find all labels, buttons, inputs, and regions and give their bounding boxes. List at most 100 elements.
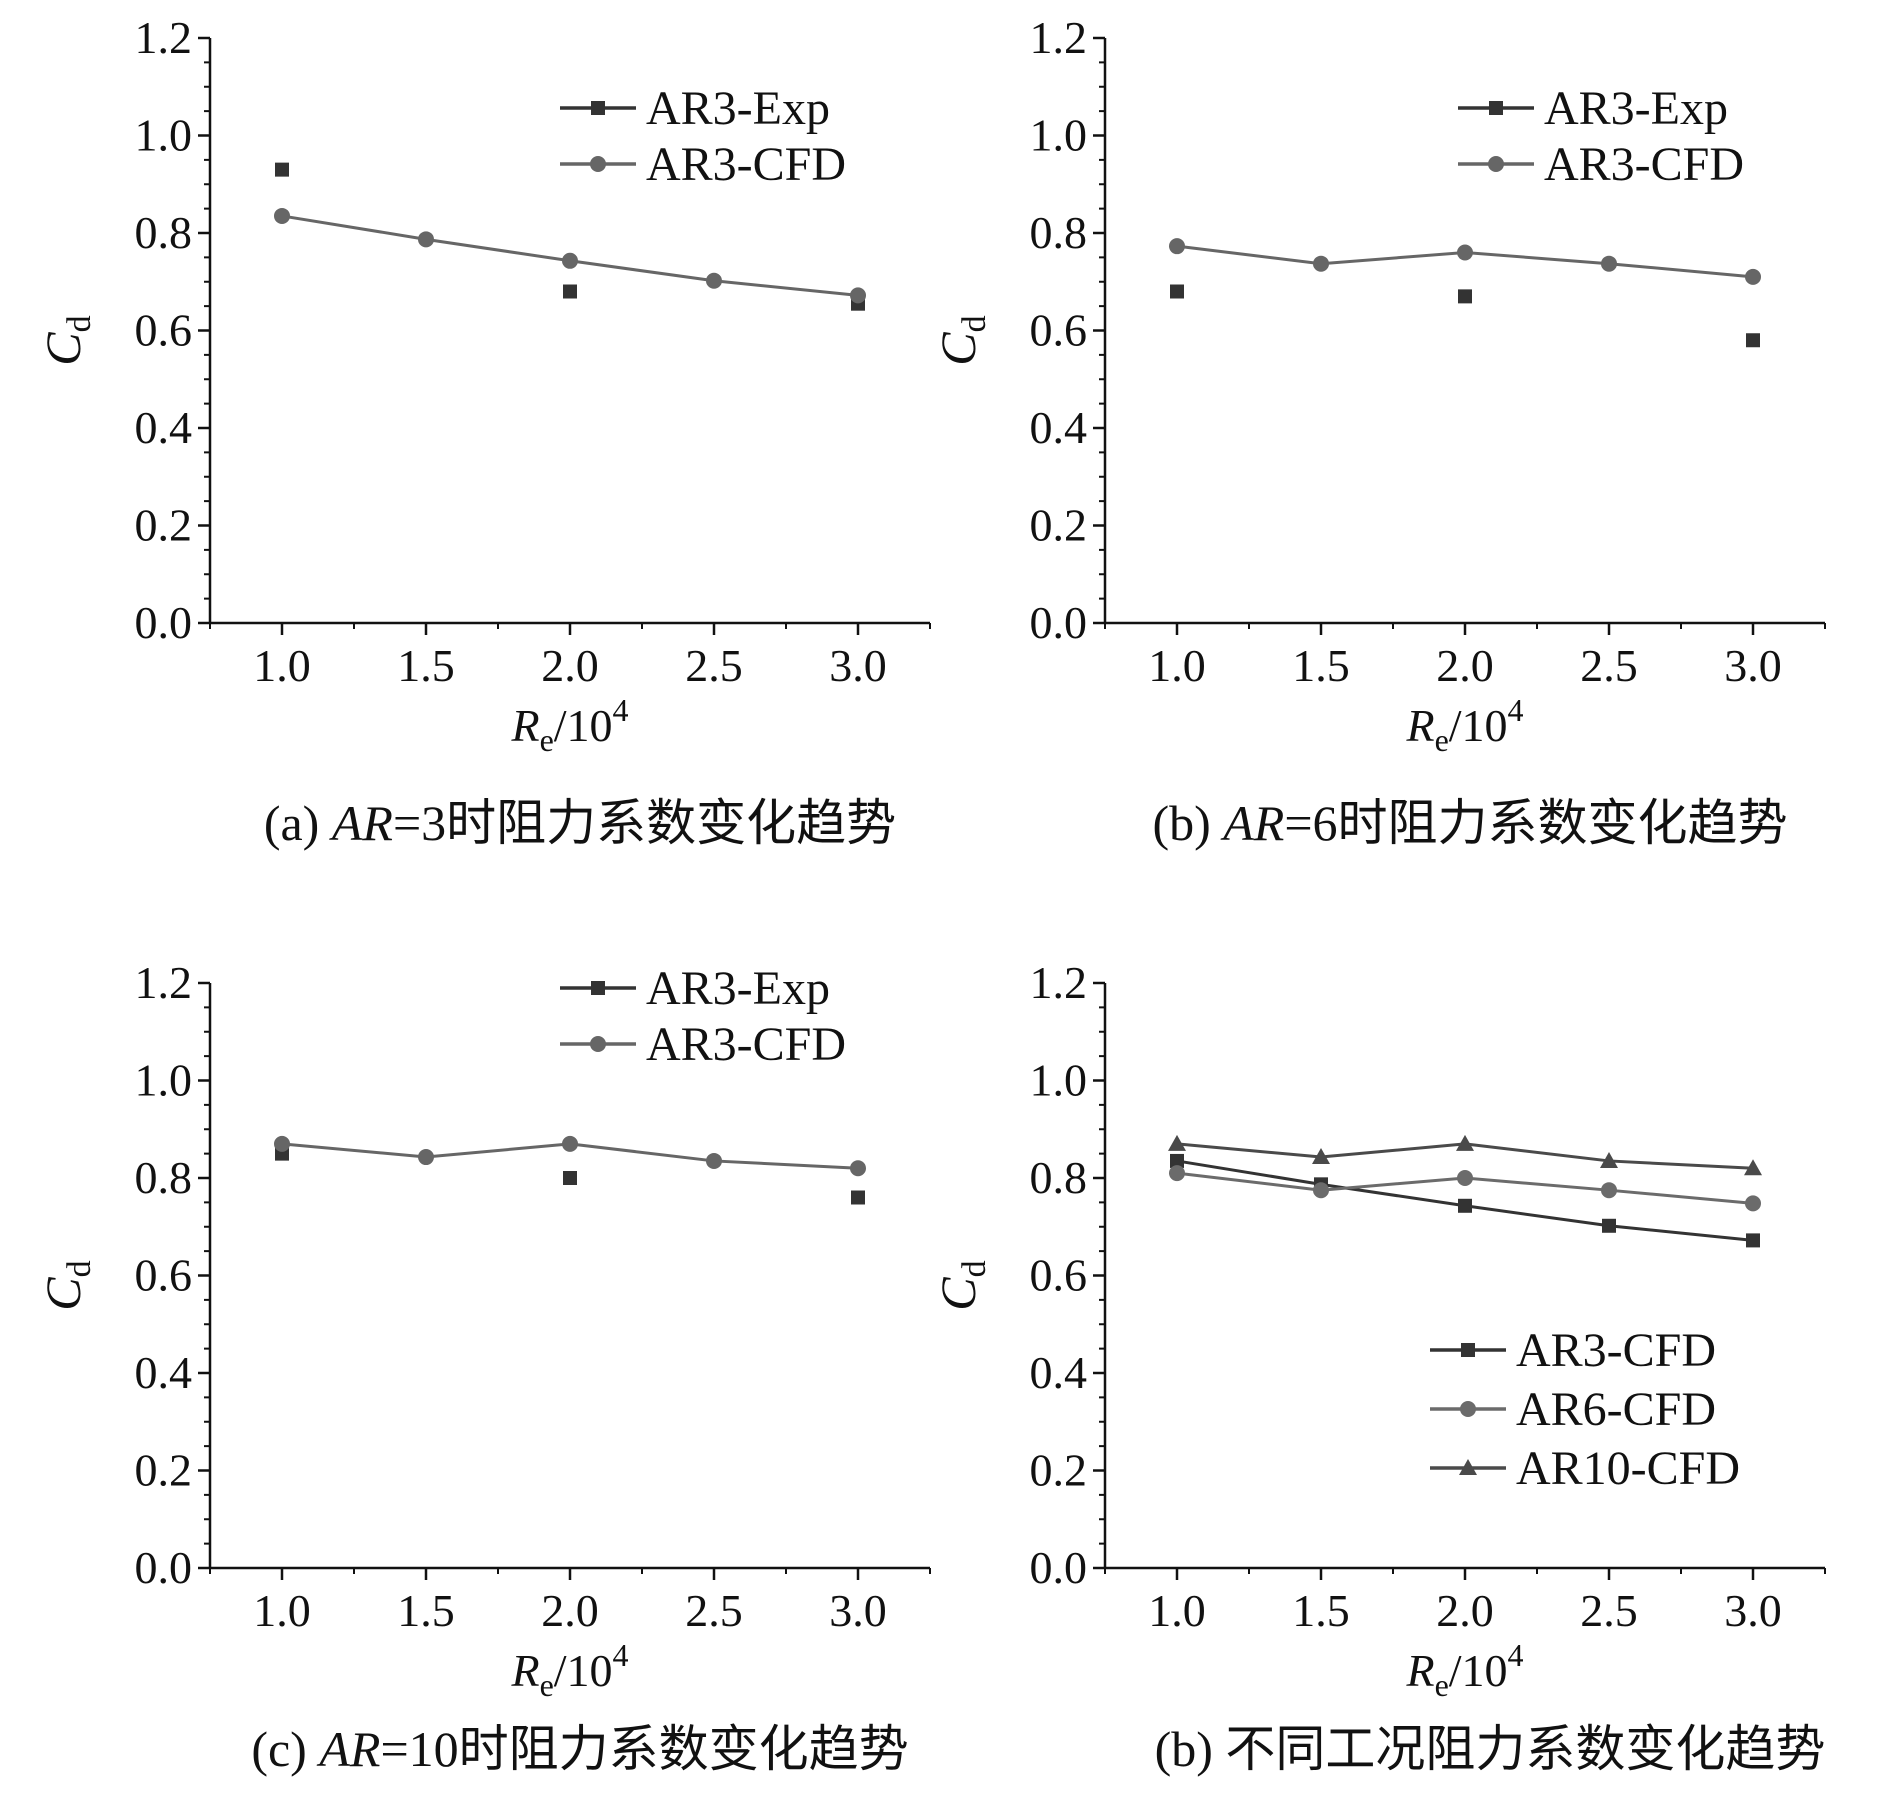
x-tick-label: 1.0 — [253, 640, 311, 691]
caption-text: =3时阻力系数变化趋势 — [393, 795, 896, 851]
y-tick-label: 0.2 — [1030, 1445, 1088, 1496]
y-tick-label: 0.2 — [135, 500, 193, 551]
y-tick-label: 1.0 — [135, 1055, 193, 1106]
legend-marker — [591, 981, 605, 995]
legend-label: AR3-CFD — [646, 1018, 846, 1071]
x-axis-label-main: R — [510, 1645, 539, 1696]
x-axis-label-rest: /10 — [554, 700, 613, 751]
y-axis-label: Cd — [930, 1260, 993, 1310]
y-axis-label-main: C — [35, 332, 91, 366]
y-tick-label: 1.0 — [1030, 110, 1088, 161]
data-point — [563, 1171, 577, 1185]
caption-text: =10时阻力系数变化趋势 — [380, 1721, 908, 1777]
y-tick-label: 0.6 — [1030, 305, 1088, 356]
data-point — [1600, 1151, 1618, 1168]
x-axis-label-rest: /10 — [1449, 700, 1508, 751]
y-tick-label: 1.0 — [1030, 1055, 1088, 1106]
data-point — [1457, 244, 1473, 261]
x-axis-label-sub: e — [540, 722, 554, 758]
caption-prefix: (b) — [1155, 1721, 1226, 1777]
legend-marker — [590, 1036, 606, 1052]
x-tick-label: 1.0 — [1148, 640, 1206, 691]
data-point — [1170, 284, 1184, 299]
x-axis-label: Re/104 — [510, 692, 628, 758]
data-point — [275, 162, 289, 177]
x-axis-label-rest: /10 — [554, 1645, 613, 1696]
data-point — [1312, 1148, 1330, 1165]
y-axis-label-main: C — [930, 1277, 986, 1311]
data-point — [1744, 1159, 1762, 1176]
x-tick-label: 3.0 — [1724, 1585, 1782, 1636]
legend-marker — [1459, 1459, 1477, 1475]
legend-marker — [590, 156, 606, 172]
y-axis-label-sub: d — [956, 1260, 993, 1277]
data-point — [1745, 268, 1761, 285]
data-point — [1456, 1134, 1474, 1151]
data-point — [1601, 255, 1617, 272]
y-tick-label: 0.4 — [1030, 402, 1088, 453]
y-axis-label-sub: d — [956, 315, 993, 332]
x-axis-label-rest: /10 — [1449, 1645, 1508, 1696]
y-axis-label: Cd — [35, 315, 98, 365]
y-axis-label-sub: d — [61, 315, 98, 332]
x-axis-label-sub: e — [540, 1667, 554, 1703]
chart-panel-b: 0.0 0.2 0.4 0.6 0.8 1.0 1.2 1.0 1.5 2.0 2.5 3.0 Re/1… — [930, 12, 1826, 851]
legend-marker — [591, 101, 605, 115]
data-point — [1170, 1153, 1184, 1168]
y-tick-label: 0.2 — [1030, 500, 1088, 551]
legend-label: AR6-CFD — [1516, 1383, 1716, 1436]
x-tick-label: 1.5 — [1292, 1585, 1350, 1636]
caption-variable: AR — [1220, 795, 1284, 851]
y-tick-label: 0.6 — [1030, 1250, 1088, 1301]
data-point — [850, 1160, 866, 1177]
legend-marker — [1461, 1343, 1475, 1357]
legend-label: AR10-CFD — [1516, 1442, 1740, 1495]
legend: AR3-CFD AR6-CFD AR10-CFD — [1430, 1324, 1740, 1495]
x-tick-label: 1.5 — [397, 1585, 455, 1636]
x-tick-label: 2.0 — [1436, 640, 1494, 691]
data-point — [1458, 1198, 1472, 1213]
y-tick-label: 1.2 — [135, 957, 193, 1008]
y-tick-label: 0.0 — [135, 597, 193, 648]
legend-marker — [1488, 156, 1504, 172]
data-point — [274, 1135, 290, 1152]
data-point — [1457, 1170, 1473, 1186]
x-tick-label: 2.0 — [541, 640, 599, 691]
x-tick-label: 1.0 — [1148, 1585, 1206, 1636]
data-point — [418, 1149, 434, 1166]
y-axis-label-sub: d — [61, 1260, 98, 1277]
y-tick-label: 0.0 — [135, 1542, 193, 1593]
x-tick-label: 1.5 — [397, 640, 455, 691]
y-tick-label: 0.2 — [135, 1445, 193, 1496]
caption-prefix: (a) — [264, 795, 332, 851]
legend-label: AR3-CFD — [646, 138, 846, 191]
x-tick-label: 2.0 — [1436, 1585, 1494, 1636]
x-tick-label: 2.5 — [685, 640, 743, 691]
y-tick-label: 1.2 — [135, 12, 193, 63]
chart-panel-d: 0.0 0.2 0.4 0.6 0.8 1.0 1.2 1.0 1.5 2.0 2.5 3.0 Re/1… — [930, 957, 1826, 1777]
data-point — [1746, 1233, 1760, 1248]
y-tick-label: 1.2 — [1030, 957, 1088, 1008]
y-axis-label: Cd — [930, 315, 993, 365]
data-point — [1313, 255, 1329, 272]
caption-prefix: (b) — [1152, 795, 1223, 851]
data-point — [1168, 1134, 1186, 1151]
x-axis-label-sup: 4 — [1508, 692, 1524, 728]
data-point — [1169, 238, 1185, 255]
legend-label: AR3-CFD — [1516, 1324, 1716, 1377]
x-axis-label-main: R — [1405, 700, 1434, 751]
x-axis-label: Re/104 — [1405, 1637, 1523, 1703]
y-tick-label: 0.4 — [1030, 1347, 1088, 1398]
y-tick-label: 1.0 — [135, 110, 193, 161]
x-axis-label-sub: e — [1435, 1667, 1449, 1703]
x-axis-label-sup: 4 — [613, 1637, 629, 1673]
y-tick-label: 0.8 — [135, 207, 193, 258]
y-tick-label: 0.0 — [1030, 597, 1088, 648]
data-point — [1746, 333, 1760, 348]
series-ar6-cfd — [1169, 1165, 1761, 1212]
y-tick-label: 0.8 — [1030, 207, 1088, 258]
data-point — [1602, 1218, 1616, 1233]
data-point — [851, 1190, 865, 1205]
data-point — [1169, 1165, 1185, 1182]
